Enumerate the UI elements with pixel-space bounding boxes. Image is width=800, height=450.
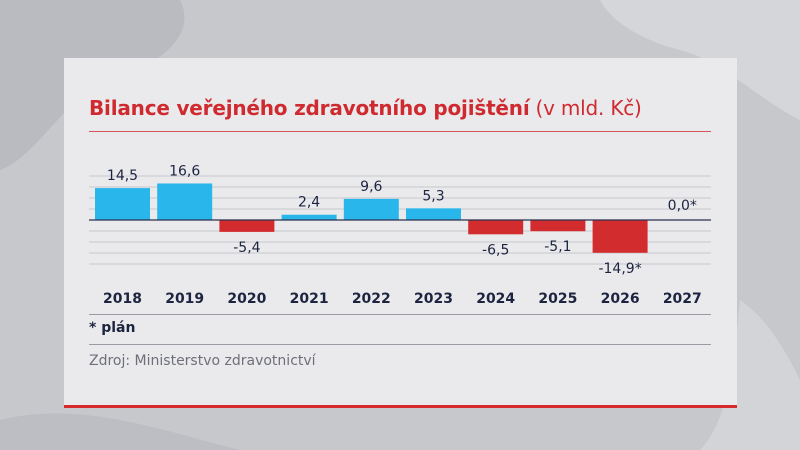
- chart-unit-label: (v mld. Kč): [535, 96, 642, 120]
- bar-2024: [468, 220, 524, 235]
- category-label-2022: 2022: [352, 291, 391, 307]
- chart-title: Bilance veřejného zdravotního pojištění(…: [89, 96, 642, 120]
- value-label-2025: -5,1: [544, 239, 571, 255]
- category-label-2020: 2020: [227, 291, 266, 307]
- chart-title-text: Bilance veřejného zdravotního pojištění: [89, 96, 530, 120]
- category-label-2027: 2027: [663, 291, 702, 307]
- chart-panel: Bilance veřejného zdravotního pojištění(…: [64, 58, 737, 408]
- bar-chart: 14,5 2018 16,6 2019 -5,4 2020 2,4 2021 9,6 2022 5,…: [89, 163, 711, 307]
- value-label-2020: -5,4: [233, 240, 260, 256]
- category-label-2023: 2023: [414, 291, 453, 307]
- value-label-2018: 14,5: [107, 168, 138, 184]
- category-label-2019: 2019: [165, 291, 204, 307]
- bar-2025: [530, 220, 586, 232]
- value-label-2027: 0,0*: [668, 198, 697, 214]
- value-label-2022: 9,6: [360, 179, 382, 195]
- bar-2023: [406, 208, 461, 220]
- title-underline: [89, 131, 711, 132]
- footnote-separator: [89, 314, 711, 315]
- bar-2018: [95, 188, 150, 220]
- bar-2021: [281, 214, 337, 220]
- bar-2026: [592, 220, 648, 253]
- footnote: * plán: [89, 320, 136, 336]
- category-label-2018: 2018: [103, 291, 142, 307]
- category-label-2026: 2026: [601, 291, 640, 307]
- value-label-2026: -14,9*: [598, 261, 641, 277]
- bar-2022: [343, 198, 399, 220]
- value-label-2019: 16,6: [169, 163, 200, 179]
- source-text: Zdroj: Ministerstvo zdravotnictví: [89, 353, 316, 369]
- value-label-2023: 5,3: [422, 188, 444, 204]
- source-separator: [89, 344, 711, 345]
- category-label-2021: 2021: [290, 291, 329, 307]
- value-label-2024: -6,5: [482, 242, 509, 258]
- value-label-2021: 2,4: [298, 195, 320, 211]
- category-label-2025: 2025: [538, 291, 577, 307]
- bar-2019: [157, 183, 213, 220]
- bar-2020: [219, 220, 275, 232]
- category-label-2024: 2024: [476, 291, 515, 307]
